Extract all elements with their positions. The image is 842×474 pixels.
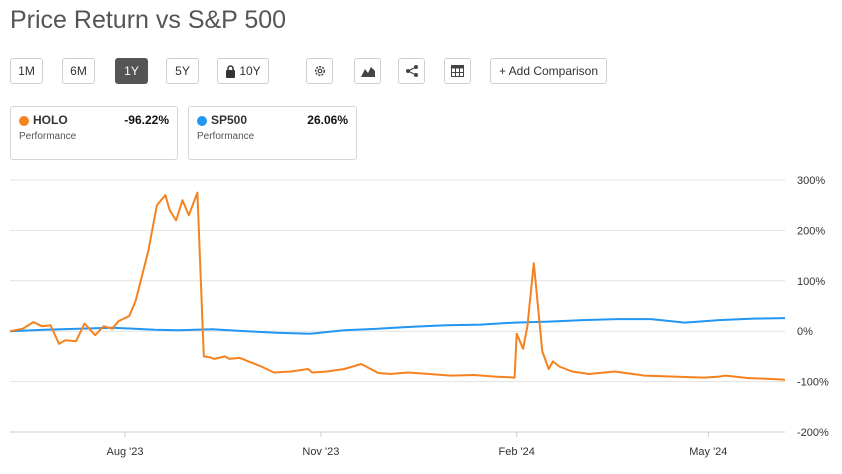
- mountain-chart-icon: [360, 65, 375, 77]
- legend-name: SP500: [211, 113, 248, 127]
- y-tick-label: 200%: [797, 225, 825, 237]
- y-tick-label: 300%: [797, 175, 825, 187]
- x-tick-label: Nov '23: [302, 446, 339, 458]
- range-10y-button[interactable]: 10Y: [217, 58, 269, 84]
- range-1m-button[interactable]: 1M: [10, 58, 43, 84]
- performance-chart[interactable]: 300% 200% 100% 0% -100% -200% Aug '23 Nov '23 Fe…: [0, 170, 842, 474]
- page-title: Price Return vs S&P 500: [10, 6, 287, 34]
- range-1y-button[interactable]: 1Y: [115, 58, 148, 84]
- legend-name: HOLO: [33, 113, 68, 127]
- gear-icon: [313, 64, 327, 78]
- range-10y-label: 10Y: [239, 64, 261, 78]
- x-tick-label: Aug '23: [106, 446, 143, 458]
- y-tick-label: -100%: [797, 377, 829, 389]
- add-comparison-button[interactable]: + Add Comparison: [490, 58, 607, 84]
- sp500-color-dot: [197, 116, 207, 126]
- series-line-sp500: [9, 317, 786, 335]
- y-tick-label: -200%: [797, 427, 829, 439]
- table-icon: [451, 65, 464, 77]
- share-icon: [405, 64, 419, 78]
- y-tick-label: 0%: [797, 326, 813, 338]
- legend-value: -96.22%: [124, 113, 169, 127]
- x-tick-label: Feb '24: [499, 446, 535, 458]
- x-tick-label: May '24: [689, 446, 727, 458]
- legend-value: 26.06%: [307, 113, 348, 127]
- legend-card-holo[interactable]: HOLO -96.22% Performance: [10, 106, 178, 160]
- chart-type-button[interactable]: [354, 58, 381, 84]
- y-tick-label: 100%: [797, 276, 825, 288]
- legend-sub: Performance: [197, 131, 255, 142]
- legend-sub: Performance: [19, 131, 77, 142]
- holo-color-dot: [19, 116, 29, 126]
- range-6m-button[interactable]: 6M: [62, 58, 95, 84]
- series-line-holo: [9, 191, 786, 381]
- legend-card-sp500[interactable]: SP500 26.06% Performance: [188, 106, 357, 160]
- range-5y-button[interactable]: 5Y: [166, 58, 199, 84]
- table-view-button[interactable]: [444, 58, 471, 84]
- lock-icon: [225, 64, 236, 78]
- share-button[interactable]: [398, 58, 425, 84]
- settings-button[interactable]: [306, 58, 333, 84]
